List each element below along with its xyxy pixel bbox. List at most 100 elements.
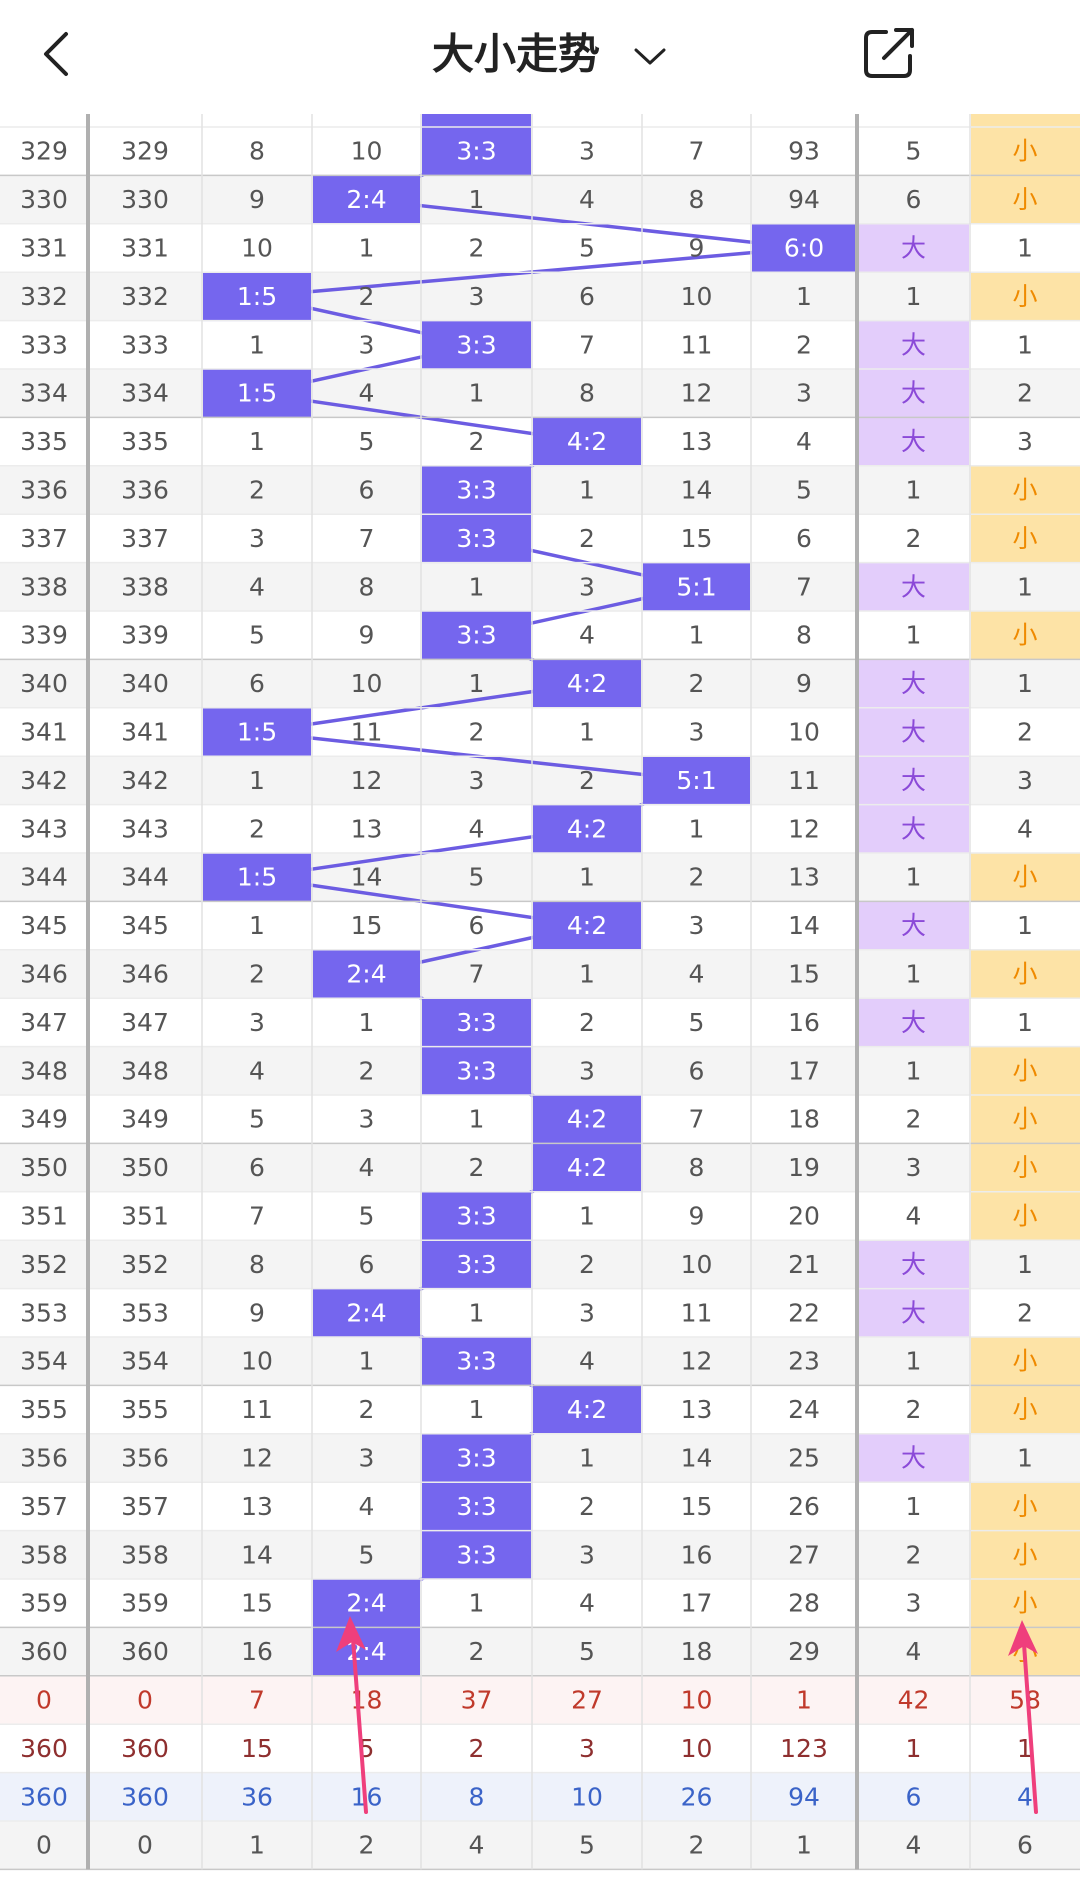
hit-cell [422, 1046, 531, 1096]
row-bg [0, 949, 1080, 999]
cell-text: 349 [20, 1105, 68, 1134]
small-cell [971, 1530, 1080, 1580]
cell-text: 22 [788, 1298, 820, 1327]
cell-text: 1 [469, 1395, 485, 1424]
cell-text: 2 [249, 960, 265, 989]
cell-text: 1 [579, 1444, 595, 1473]
cell-text: 360 [121, 1637, 169, 1666]
cell-text: 大 [901, 911, 926, 940]
stat-text: 27 [571, 1686, 603, 1715]
cell-text: 大 [901, 379, 926, 408]
cell-text: 5 [249, 621, 265, 650]
cell-text: 4 [249, 1056, 265, 1085]
cell-text: 1 [1017, 1444, 1033, 1473]
cell-text: 3 [689, 911, 705, 940]
cell-text: 2 [579, 1492, 595, 1521]
cell-text: 2:4 [346, 960, 386, 989]
hit-cell [313, 1288, 420, 1338]
cell-text: 5 [796, 476, 812, 505]
cell-text: 1 [906, 1492, 922, 1521]
row-bg [0, 1337, 1080, 1386]
cell-text: 13 [681, 1395, 713, 1424]
cell-text: 5 [906, 137, 922, 166]
cell-text: 11 [681, 1298, 713, 1327]
cell-text: 2:4 [346, 1298, 386, 1327]
cell-text: 9 [689, 1202, 705, 1231]
cell-text: 小 [1012, 1347, 1037, 1376]
cell-text: 4:2 [567, 669, 607, 698]
cell-text: 3 [359, 330, 375, 359]
cell-text: 3 [469, 766, 485, 795]
cell-text: 大 [901, 669, 926, 698]
hit-cell [533, 804, 641, 854]
cell-text: 330 [121, 185, 169, 214]
stat-text: 2 [689, 1831, 705, 1860]
small-cell [971, 272, 1080, 322]
cell-text: 10 [681, 1250, 713, 1279]
cell-text: 357 [20, 1492, 68, 1521]
title-dropdown[interactable] [634, 48, 666, 65]
big-cell [858, 1240, 969, 1290]
big-cell [858, 659, 969, 709]
big-cell [858, 1433, 969, 1483]
stat-text: 15 [241, 1734, 273, 1763]
cell-text: 10 [241, 1347, 273, 1376]
stat-text: 37 [461, 1686, 493, 1715]
cell-text: 2 [579, 524, 595, 553]
cell-text: 6 [689, 1056, 705, 1085]
cell-text: 357 [121, 1492, 169, 1521]
cell-text: 5:1 [676, 572, 716, 601]
cell-text: 4 [579, 185, 595, 214]
cell-text: 3 [906, 1589, 922, 1618]
cell-text: 351 [20, 1202, 68, 1231]
share-button[interactable] [864, 28, 914, 78]
cell-text: 352 [121, 1250, 169, 1279]
cell-text: 15 [681, 524, 713, 553]
cell-text: 331 [121, 234, 169, 263]
hit-cell [422, 320, 531, 370]
cell-text: 2 [469, 234, 485, 263]
cell-text: 12 [788, 814, 820, 843]
cell-text: 1 [579, 863, 595, 892]
cell-text: 3:3 [456, 1056, 496, 1085]
cell-text: 10 [788, 718, 820, 747]
cell-text: 10 [351, 137, 383, 166]
cell-text: 7 [469, 960, 485, 989]
cell-text: 3 [1017, 766, 1033, 795]
cell-text: 2 [249, 476, 265, 505]
row-bg [0, 853, 1080, 902]
cell-text: 1 [469, 1105, 485, 1134]
hit-cell [422, 998, 531, 1048]
cell-text: 3 [1017, 427, 1033, 456]
header-bg [0, 0, 1080, 114]
cell-text: 336 [121, 476, 169, 505]
cell-text: 343 [121, 814, 169, 843]
hit-cell [533, 417, 641, 467]
stat-text: 360 [20, 1782, 68, 1811]
cell-text: 小 [1012, 1492, 1037, 1521]
cell-text: 1 [906, 1056, 922, 1085]
cell-text: 14 [788, 911, 820, 940]
stat-text: 0 [137, 1831, 153, 1860]
cell-text: 4 [249, 572, 265, 601]
cell-text: 1 [1017, 330, 1033, 359]
stat-text: 36 [241, 1782, 273, 1811]
cell-text: 1 [906, 960, 922, 989]
stats-row-bg [0, 1821, 1080, 1870]
cell-text: 94 [788, 185, 820, 214]
cell-text: 1 [359, 1347, 375, 1376]
cell-text: 2 [689, 669, 705, 698]
cell-text: 338 [121, 572, 169, 601]
cell-text: 5 [359, 1202, 375, 1231]
back-button[interactable] [44, 32, 68, 76]
cell-text: 6 [249, 1153, 265, 1182]
cell-text: 8 [249, 137, 265, 166]
partial-highlight [422, 114, 531, 127]
cell-text: 12 [681, 379, 713, 408]
cell-text: 小 [1012, 1589, 1037, 1618]
cell-text: 小 [1012, 1153, 1037, 1182]
cell-text: 3 [579, 1540, 595, 1569]
cell-text: 1 [579, 476, 595, 505]
cell-text: 336 [20, 476, 68, 505]
stats-row-bg [0, 1772, 1080, 1821]
